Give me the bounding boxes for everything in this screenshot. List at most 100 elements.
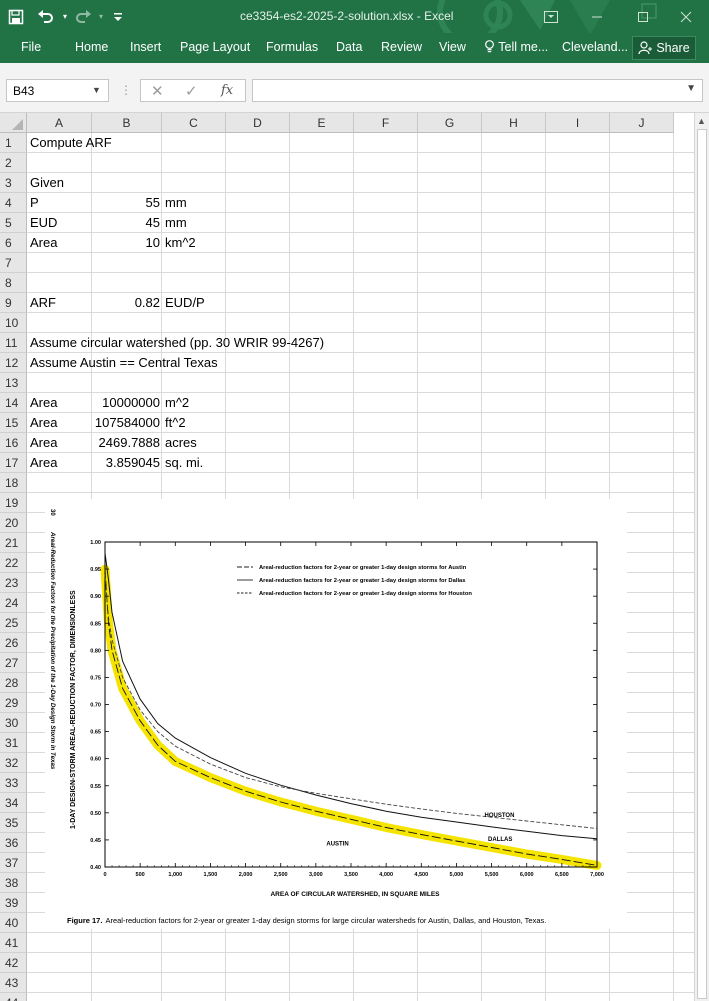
- cell-c14[interactable]: m^2: [165, 395, 190, 410]
- cell-b14[interactable]: 10000000: [102, 395, 160, 410]
- minimize-button[interactable]: [574, 0, 620, 33]
- cell-a15[interactable]: Area: [30, 415, 58, 430]
- row-header-7[interactable]: 7: [0, 253, 27, 273]
- tab-review[interactable]: Review: [381, 40, 422, 54]
- column-header-a[interactable]: A: [27, 113, 92, 133]
- tab-formulas[interactable]: Formulas: [266, 40, 319, 54]
- row-header-20[interactable]: 20: [0, 513, 27, 533]
- cell-a11[interactable]: Assume circular watershed (pp. 30 WRIR 9…: [30, 335, 325, 350]
- row-header-32[interactable]: 32: [0, 753, 27, 773]
- row-header-10[interactable]: 10: [0, 313, 27, 333]
- cell-c17[interactable]: sq. mi.: [165, 455, 204, 470]
- tab-file[interactable]: File: [21, 40, 42, 54]
- cell-a9[interactable]: ARF: [30, 295, 56, 310]
- cell-a16[interactable]: Area: [30, 435, 58, 450]
- cell-b9[interactable]: 0.82: [134, 295, 160, 310]
- row-header-39[interactable]: 39: [0, 893, 27, 913]
- tab-view[interactable]: View: [439, 40, 466, 54]
- tab-insert[interactable]: Insert: [130, 40, 162, 54]
- cell-b5[interactable]: 45: [145, 215, 160, 230]
- cell-a1[interactable]: Compute ARF: [30, 135, 112, 150]
- cell-a3[interactable]: Given: [30, 175, 64, 190]
- column-header-b[interactable]: B: [92, 113, 162, 133]
- row-header-5[interactable]: 5: [0, 213, 27, 233]
- cell-a6[interactable]: Area: [30, 235, 58, 250]
- cell-a14[interactable]: Area: [30, 395, 58, 410]
- account-name[interactable]: Cleveland...: [562, 40, 629, 54]
- row-header-2[interactable]: 2: [0, 153, 27, 173]
- select-all-button[interactable]: [0, 113, 27, 133]
- ribbon-display-options-button[interactable]: [528, 0, 574, 33]
- row-header-34[interactable]: 34: [0, 793, 27, 813]
- row-header-23[interactable]: 23: [0, 573, 27, 593]
- row-header-29[interactable]: 29: [0, 693, 27, 713]
- row-header-8[interactable]: 8: [0, 273, 27, 293]
- column-header-f[interactable]: F: [354, 113, 418, 133]
- column-header-d[interactable]: D: [226, 113, 290, 133]
- row-header-1[interactable]: 1: [0, 133, 27, 153]
- row-header-28[interactable]: 28: [0, 673, 27, 693]
- row-header-22[interactable]: 22: [0, 553, 27, 573]
- cell-a17[interactable]: Area: [30, 455, 58, 470]
- row-header-31[interactable]: 31: [0, 733, 27, 753]
- row-header-17[interactable]: 17: [0, 453, 27, 473]
- column-header-e[interactable]: E: [290, 113, 354, 133]
- row-header-18[interactable]: 18: [0, 473, 27, 493]
- row-header-16[interactable]: 16: [0, 433, 27, 453]
- column-header-g[interactable]: G: [418, 113, 482, 133]
- row-header-3[interactable]: 3: [0, 173, 27, 193]
- formula-bar-splitter[interactable]: ⋮: [120, 83, 132, 97]
- formula-input[interactable]: ▼: [252, 79, 703, 102]
- column-header-c[interactable]: C: [162, 113, 226, 133]
- row-header-44[interactable]: 44: [0, 993, 27, 1001]
- cell-b6[interactable]: 10: [145, 235, 160, 250]
- restore-button[interactable]: [620, 0, 666, 33]
- row-header-6[interactable]: 6: [0, 233, 27, 253]
- row-header-30[interactable]: 30: [0, 713, 27, 733]
- embedded-figure[interactable]: 30 Areal-Reduction Factors for the Preci…: [45, 499, 627, 929]
- row-header-24[interactable]: 24: [0, 593, 27, 613]
- expand-formula-bar-icon[interactable]: ▼: [686, 83, 696, 94]
- undo-button[interactable]: [32, 0, 60, 33]
- cell-a5[interactable]: EUD: [30, 215, 58, 230]
- cell-a4[interactable]: P: [30, 195, 39, 210]
- row-header-37[interactable]: 37: [0, 853, 27, 873]
- insert-function-icon[interactable]: fx: [221, 83, 234, 98]
- cell-c6[interactable]: km^2: [165, 235, 196, 250]
- save-button[interactable]: [0, 0, 32, 33]
- tell-me-search[interactable]: Tell me...: [484, 40, 548, 54]
- row-header-41[interactable]: 41: [0, 933, 27, 953]
- row-header-36[interactable]: 36: [0, 833, 27, 853]
- cell-c9[interactable]: EUD/P: [165, 295, 205, 310]
- redo-button[interactable]: [70, 0, 96, 33]
- row-header-26[interactable]: 26: [0, 633, 27, 653]
- tab-home[interactable]: Home: [75, 40, 109, 54]
- row-header-35[interactable]: 35: [0, 813, 27, 833]
- row-header-9[interactable]: 9: [0, 293, 27, 313]
- row-header-13[interactable]: 13: [0, 373, 27, 393]
- column-header-h[interactable]: H: [482, 113, 546, 133]
- cancel-icon[interactable]: ✕: [151, 83, 164, 100]
- row-header-33[interactable]: 33: [0, 773, 27, 793]
- row-header-42[interactable]: 42: [0, 953, 27, 973]
- enter-icon[interactable]: ✓: [185, 83, 198, 100]
- cell-c16[interactable]: acres: [165, 435, 197, 450]
- row-header-19[interactable]: 19: [0, 493, 27, 513]
- cell-c4[interactable]: mm: [165, 195, 187, 210]
- row-header-4[interactable]: 4: [0, 193, 27, 213]
- row-header-40[interactable]: 40: [0, 913, 27, 933]
- cell-c15[interactable]: ft^2: [165, 415, 186, 430]
- scrollbar-thumb[interactable]: [697, 129, 707, 999]
- undo-dropdown[interactable]: ▾: [62, 12, 67, 21]
- cell-c5[interactable]: mm: [165, 215, 187, 230]
- tab-page-layout[interactable]: Page Layout: [180, 40, 251, 54]
- redo-dropdown[interactable]: ▾: [98, 12, 103, 21]
- column-header-i[interactable]: I: [546, 113, 610, 133]
- share-button[interactable]: Share: [632, 36, 696, 60]
- row-header-43[interactable]: 43: [0, 973, 27, 993]
- row-header-15[interactable]: 15: [0, 413, 27, 433]
- close-button[interactable]: [663, 0, 709, 33]
- row-header-25[interactable]: 25: [0, 613, 27, 633]
- tab-data[interactable]: Data: [336, 40, 363, 54]
